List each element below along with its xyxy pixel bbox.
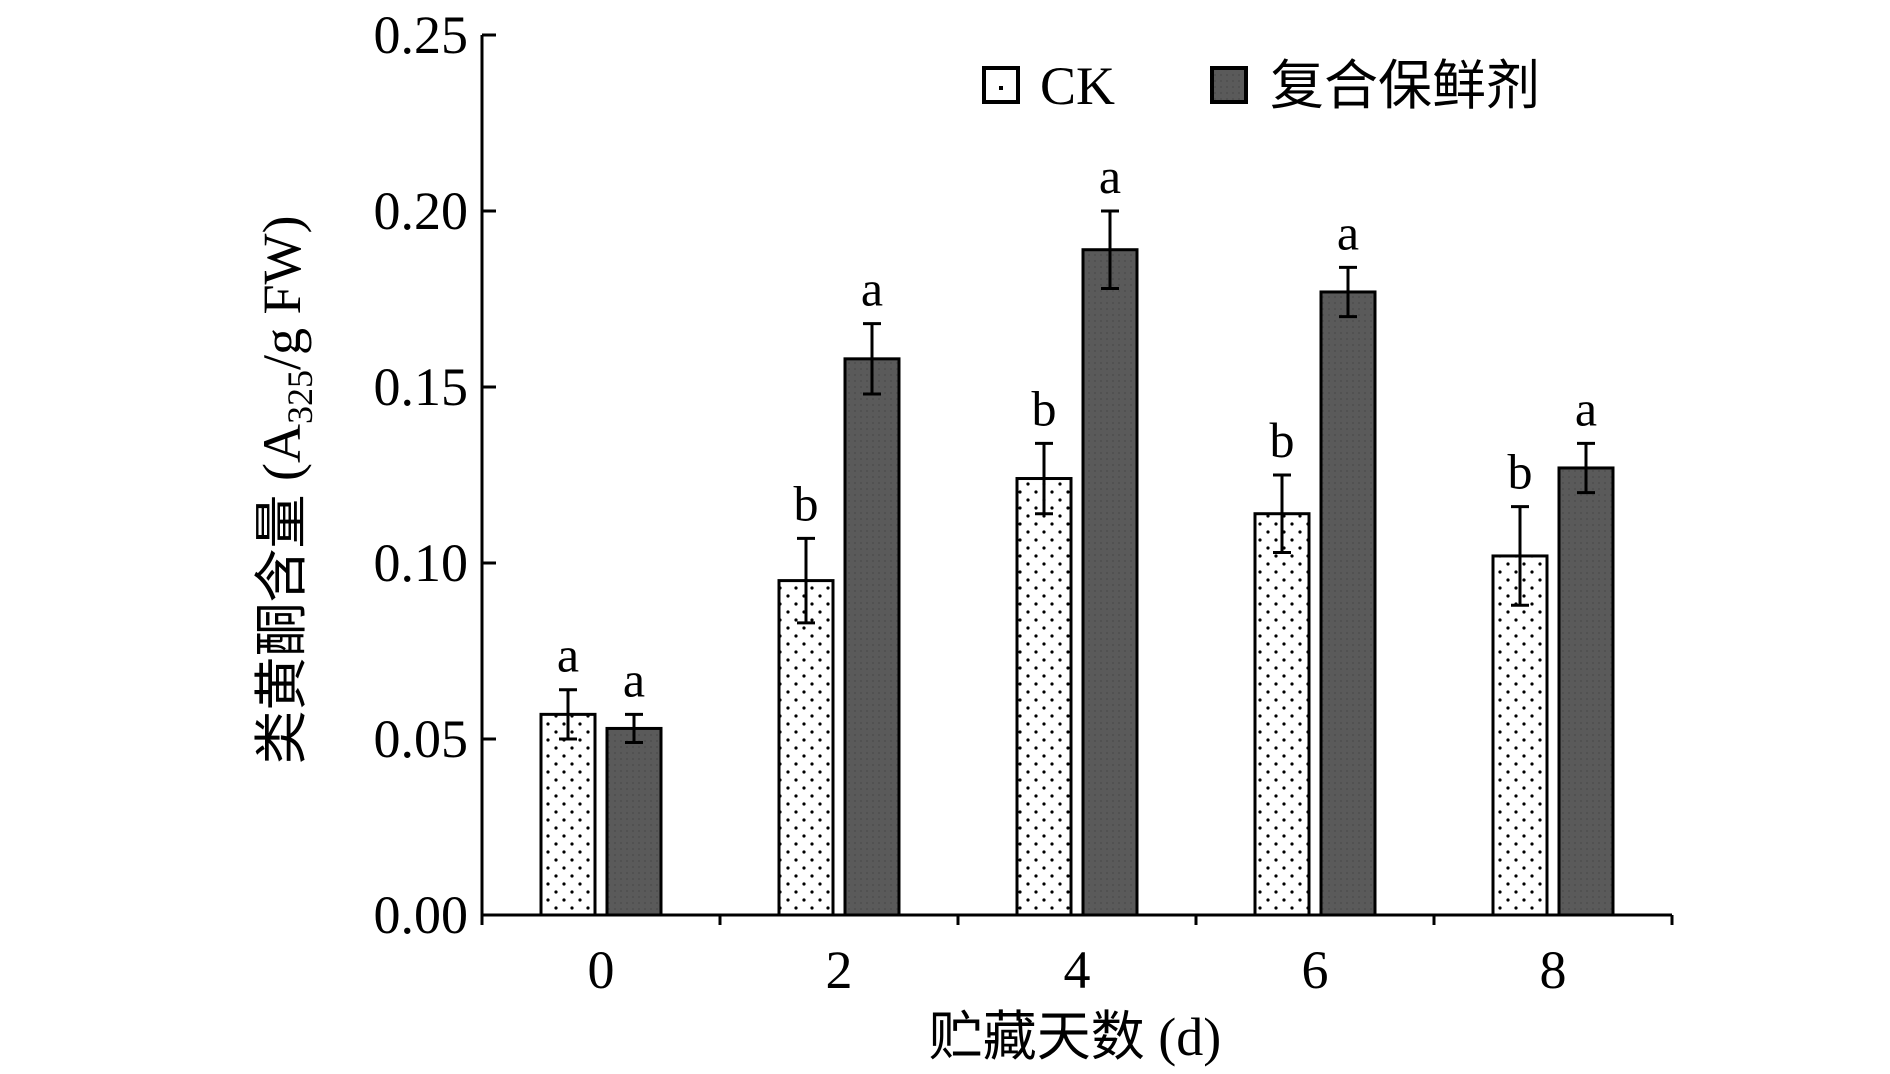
bar-ck [1015,477,1073,917]
significance-label: b [1270,412,1295,468]
bar-treatment [1081,248,1139,917]
legend-swatch-treatment [1210,66,1248,104]
y-axis-title-suffix: /g FW) [252,216,312,371]
bar-ck [777,579,835,917]
bar-treatment [605,726,663,917]
y-tick-label: 0.05 [374,709,469,769]
y-axis-title-prefix: 类黄酮含量 (A [252,424,312,764]
legend-swatch-ck [982,66,1020,104]
bar-treatment [1319,290,1377,917]
bar-ck [1253,512,1311,917]
y-axis-title: 类黄酮含量 (A325/g FW) [252,216,320,765]
legend-swatch-ck-dot [999,86,1003,90]
error-bars-group [559,209,1595,745]
x-tick-label: 6 [1302,940,1329,1000]
y-tick-label: 0.25 [374,5,469,65]
bar-treatment [1557,466,1615,917]
y-tick-label: 0.10 [374,533,469,593]
y-axis-ticks: 0.00 0.05 0.10 0.15 0.20 0.25 [374,5,496,945]
significance-label: a [557,627,579,683]
y-tick-label: 0.00 [374,885,469,945]
legend-label-treatment: 复合保鲜剂 [1270,56,1540,116]
significance-label: a [623,651,645,707]
x-tick-label: 0 [588,940,615,1000]
y-tick-label: 0.15 [374,357,469,417]
bars-group [539,248,1615,917]
x-tick-label: 2 [826,940,853,1000]
x-tick-label: 4 [1064,940,1091,1000]
y-tick-label: 0.20 [374,181,469,241]
significance-label: a [1575,380,1597,436]
x-axis-ticks: 0 2 4 6 8 [480,915,1674,1000]
legend-item-treatment: 复合保鲜剂 [1210,56,1540,116]
significance-label: a [1099,148,1121,204]
significance-label: b [1032,380,1057,436]
x-tick-label: 8 [1540,940,1567,1000]
significance-label: a [861,261,883,317]
axes [480,35,1672,917]
bar-ck [1491,554,1549,917]
significance-label: b [794,475,819,531]
bar-ck [539,712,597,917]
legend: CK 复合保鲜剂 [982,56,1540,116]
x-axis-title: 贮藏天数 (d) [929,1007,1221,1067]
significance-label: b [1508,444,1533,500]
bar-treatment [843,357,901,917]
significance-label: a [1337,204,1359,260]
y-axis-title-subscript: 325 [280,370,320,424]
legend-label-ck: CK [1040,56,1115,116]
legend-item-ck: CK [982,56,1115,116]
